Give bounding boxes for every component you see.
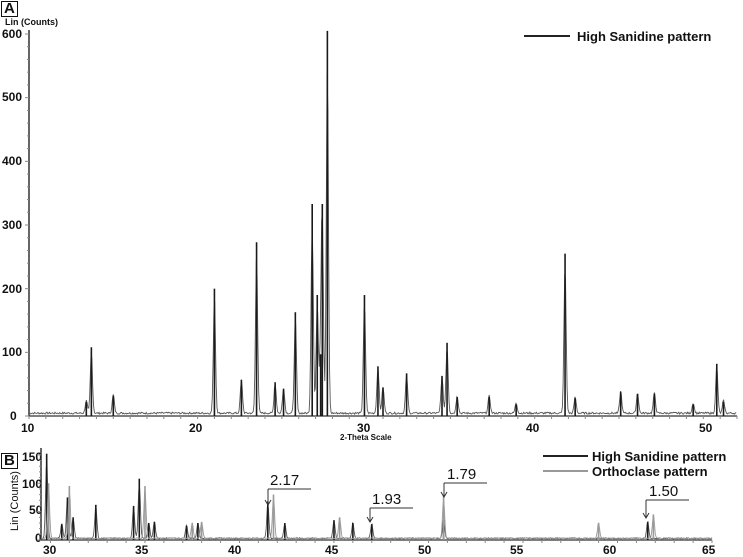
panel-b-xtick: 40 [228,543,242,557]
panel-b-xtick: 65 [702,543,716,557]
panel-b-xtick: 45 [325,543,339,557]
panel-a-label: A [1,1,18,17]
panel-a-ytick: 300 [2,218,23,232]
panel-a-y-axis-label: Lin (Counts) [5,17,58,27]
panel-a-xtick: 30 [357,421,371,435]
panel-b-xtick: 50 [418,543,432,557]
panel-a-xtick: 40 [526,421,540,435]
panel-b-xtick: 55 [510,543,524,557]
panel-a-ytick: 200 [2,282,23,296]
panel-b-xtick: 35 [135,543,149,557]
annotation-1-93: 1.93 [372,491,402,508]
panel-b-ytick: 0 [35,531,42,545]
panel-b-xtick: 30 [43,543,57,557]
panel-b-legend-label-sanidine: High Sanidine pattern [592,449,727,464]
panel-a-ytick: 100 [2,345,23,359]
panel-a-legend-label: High Sanidine pattern [577,29,712,44]
panel-b-ytick: 100 [22,477,43,491]
panel-a-x-axis-label: 2-Theta Scale [340,433,392,442]
annotation-1-50: 1.50 [649,483,679,500]
panel-b-label: B [1,453,18,469]
panel-a-xtick: 20 [189,421,203,435]
panel-a-xtick: 10 [21,421,35,435]
panel-b-ytick: 50 [29,503,43,517]
panel-a-ytick: 600 [2,27,23,41]
panel-b-xtick: 60 [603,543,617,557]
annotation-1-79: 1.79 [447,466,477,483]
panel-b-ytick: 150 [22,450,43,464]
panel-a-ytick: 0 [10,409,17,423]
panel-a-ytick: 400 [2,154,23,168]
panel-a-xtick: 50 [699,421,713,435]
panel-b-legend-label-orthoclase: Orthoclase pattern [592,464,708,479]
annotation-2-17: 2.17 [270,472,300,489]
panel-a-ytick: 500 [2,90,23,104]
